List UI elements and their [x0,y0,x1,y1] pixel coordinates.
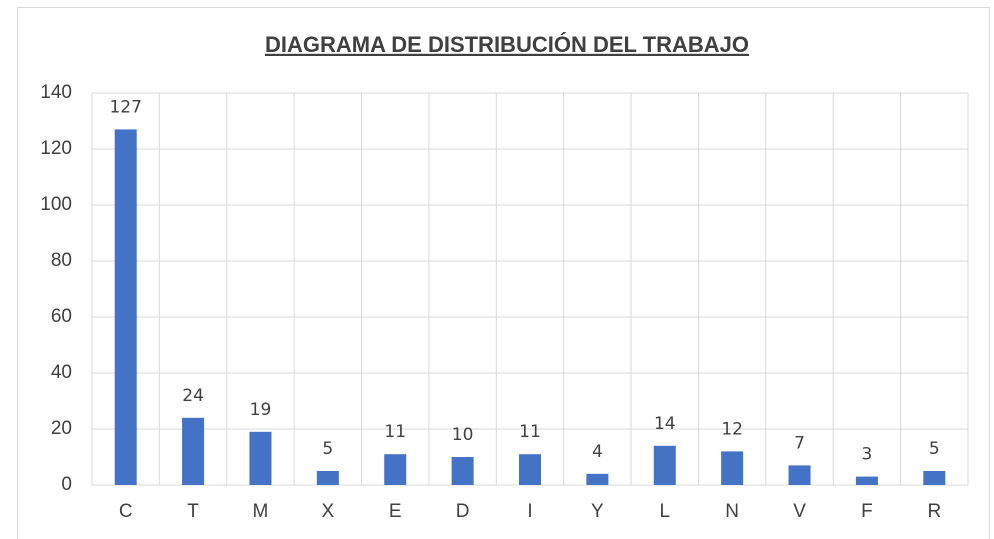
bar [519,454,541,485]
x-tick-label: Y [591,501,604,522]
x-tick-label: I [527,501,532,522]
chart-border [17,7,990,539]
data-label: 4 [592,442,603,462]
bar [586,473,609,485]
bar [788,465,811,485]
bar [249,431,272,485]
data-label: 11 [384,422,406,442]
y-tick-label: 40 [51,362,72,383]
chart-title: DIAGRAMA DE DISTRIBUCIÓN DEL TRABAJO [265,32,749,57]
data-label: 3 [862,445,873,465]
data-label: 127 [109,97,141,117]
bar [182,417,205,485]
y-tick-label: 20 [51,418,72,439]
bar [451,457,474,485]
y-tick-label: 100 [40,194,72,215]
y-tick-label: 80 [51,250,72,271]
y-tick-label: 0 [61,474,72,495]
x-tick-label: T [187,501,199,522]
data-label: 14 [654,414,676,434]
x-tick-label: X [322,501,335,522]
x-tick-label: M [253,501,269,522]
data-label: 12 [721,419,743,439]
bar [316,471,339,485]
data-label: 24 [182,386,204,406]
bar [855,476,878,485]
bar [721,451,744,485]
bar [923,471,946,485]
data-label: 11 [519,422,541,442]
x-tick-label: N [725,501,739,522]
bar [114,129,137,485]
y-tick-label: 120 [40,138,72,159]
data-label: 19 [250,400,272,420]
bar [653,445,676,485]
x-tick-label: E [389,501,402,522]
data-label: 5 [322,439,333,459]
x-tick-label: V [793,501,806,522]
data-label: 5 [929,439,940,459]
y-tick-label: 140 [40,82,72,103]
data-label: 7 [794,433,805,453]
x-tick-label: R [927,501,941,522]
x-tick-label: D [456,501,470,522]
bar [384,454,407,485]
x-tick-label: F [861,501,873,522]
data-label: 10 [452,425,474,445]
x-tick-label: C [119,501,133,522]
y-tick-label: 60 [51,306,72,327]
x-tick-label: L [659,501,670,522]
